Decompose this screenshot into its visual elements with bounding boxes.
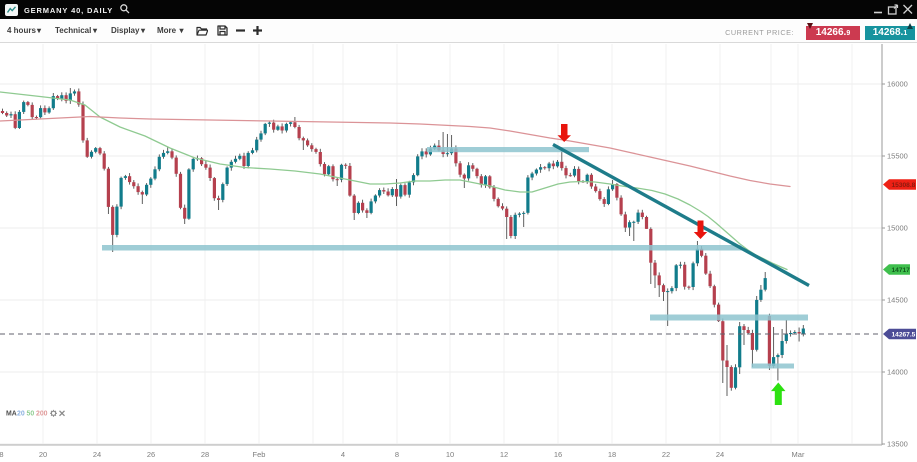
svg-text:26: 26 [147, 450, 155, 459]
svg-text:10: 10 [446, 450, 454, 459]
svg-text:24: 24 [93, 450, 101, 459]
svg-text:12: 12 [500, 450, 508, 459]
svg-text:50: 50 [27, 411, 35, 418]
svg-text:16000: 16000 [887, 80, 908, 89]
svg-text:24: 24 [716, 450, 724, 459]
svg-text:8: 8 [0, 450, 4, 459]
svg-text:13500: 13500 [887, 440, 908, 449]
svg-text:15500: 15500 [887, 152, 908, 161]
svg-text:200: 200 [36, 411, 48, 418]
svg-text:20: 20 [39, 450, 47, 459]
svg-text:15000: 15000 [887, 224, 908, 233]
svg-text:14267.5: 14267.5 [892, 332, 916, 339]
svg-text:Mar: Mar [792, 450, 805, 459]
svg-text:8: 8 [395, 450, 399, 459]
svg-text:4: 4 [341, 450, 345, 459]
svg-text:14717: 14717 [892, 267, 911, 274]
svg-text:Feb: Feb [253, 450, 266, 459]
svg-text:16: 16 [554, 450, 562, 459]
svg-text:20: 20 [17, 411, 25, 418]
svg-text:MA: MA [6, 411, 17, 418]
svg-text:15308.8: 15308.8 [892, 182, 916, 189]
svg-text:18: 18 [608, 450, 616, 459]
svg-text:14000: 14000 [887, 368, 908, 377]
svg-text:28: 28 [201, 450, 209, 459]
svg-text:22: 22 [662, 450, 670, 459]
svg-text:14500: 14500 [887, 296, 908, 305]
